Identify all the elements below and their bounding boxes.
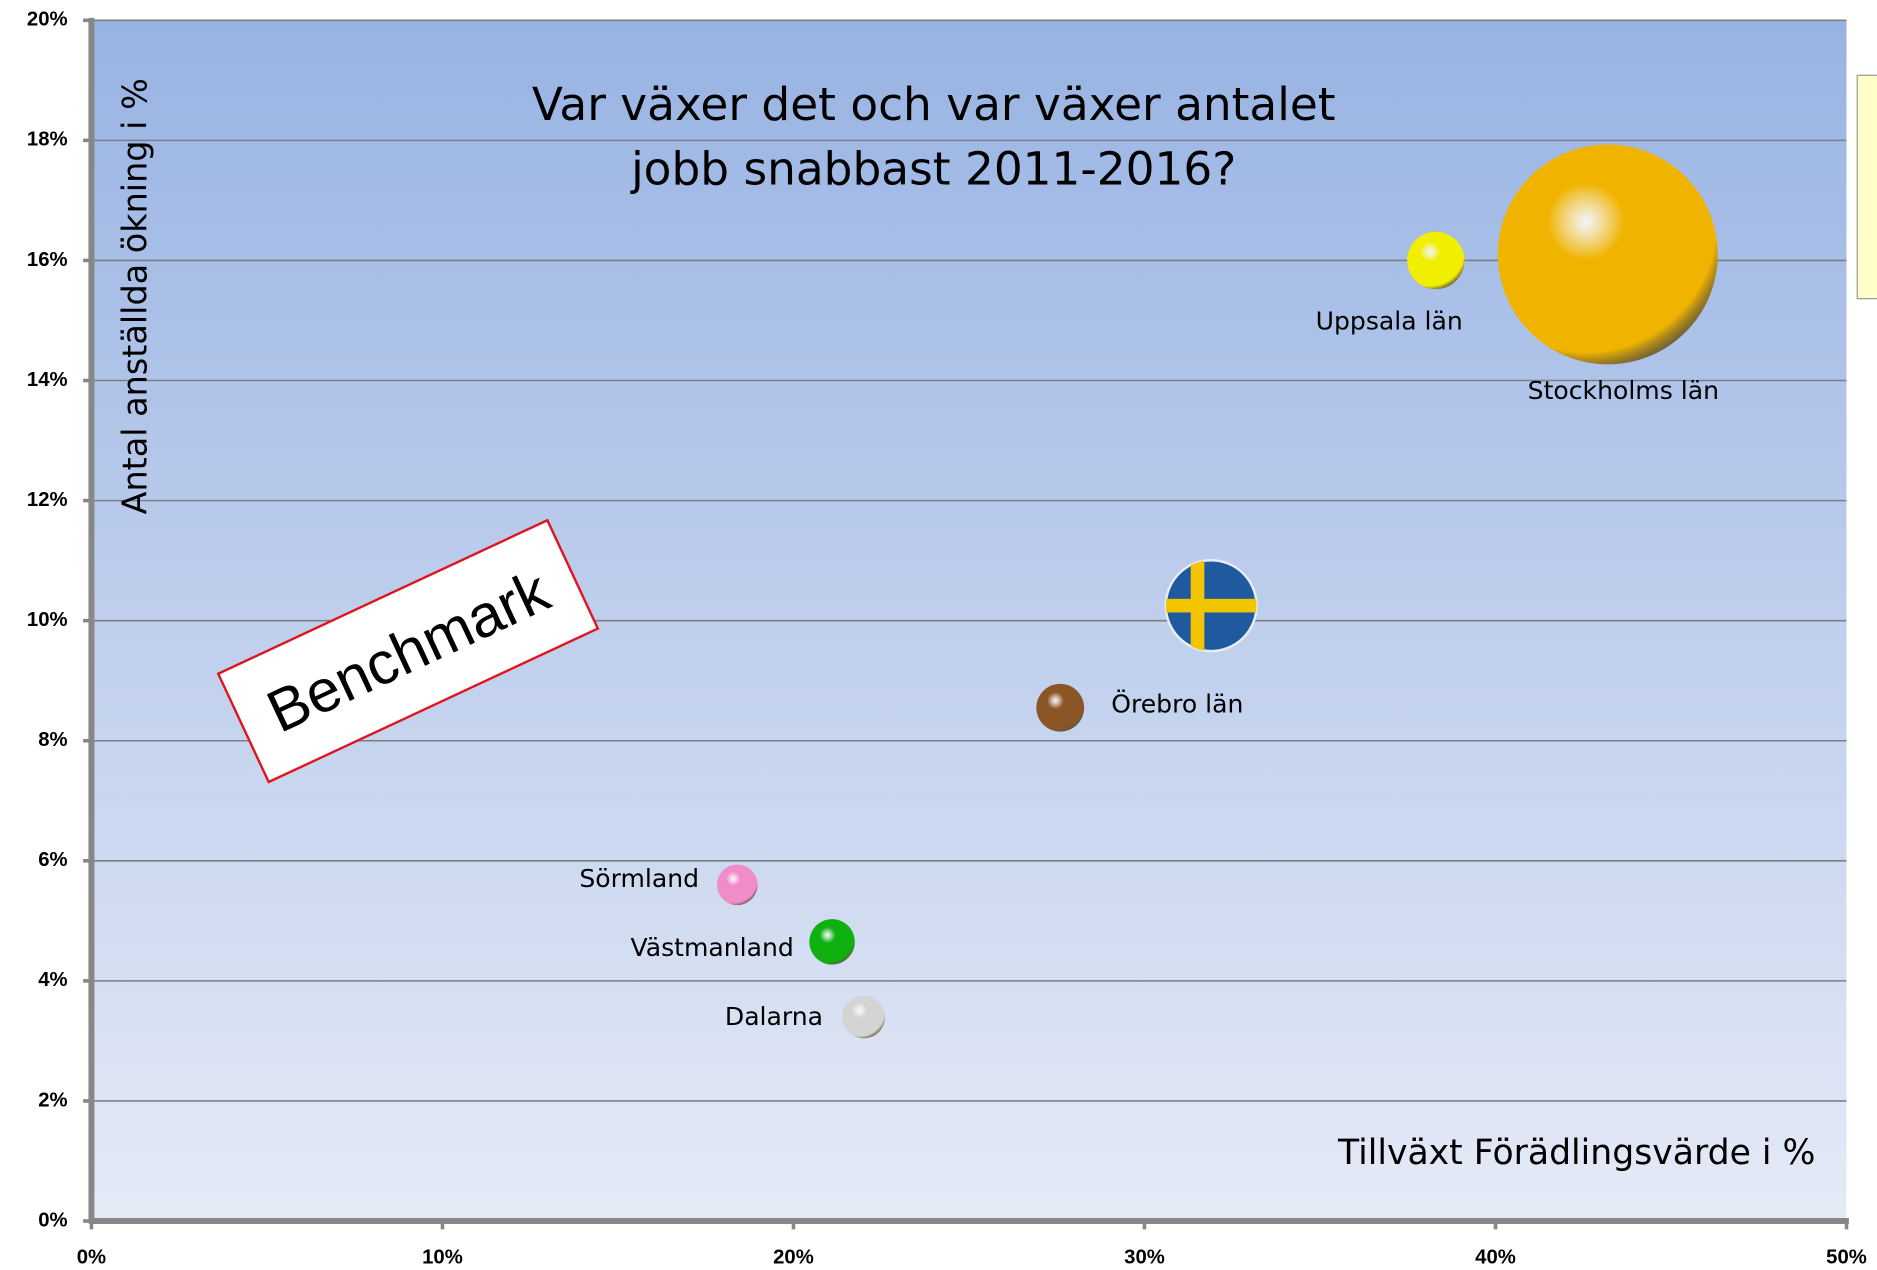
flag-cross — [1165, 560, 1257, 652]
bubble-label: Stockholms län — [1528, 376, 1719, 405]
y-axis-label: Antal anställda ökning i % — [115, 78, 154, 514]
bubble — [716, 864, 758, 906]
y-tick-label: 14% — [27, 369, 68, 391]
bubble — [1407, 231, 1465, 290]
bubble-label: Uppsala län — [1316, 307, 1463, 336]
x-tick-label: 50% — [1826, 1246, 1867, 1268]
y-tick-label: 16% — [27, 249, 68, 271]
bubble-label: Sörmland — [579, 864, 699, 893]
y-tick-label: 18% — [27, 129, 68, 151]
chart-title: Var växer det och var växer antalet — [532, 78, 1336, 131]
bubble — [1497, 144, 1718, 365]
bubble — [809, 919, 855, 965]
bubble-label: Örebro län — [1111, 689, 1243, 718]
x-axis-label: Tillväxt Förädlingsvärde i % — [1337, 1133, 1815, 1173]
benchmark-frame — [216, 518, 600, 784]
chart-title: jobb snabbast 2011-2016? — [630, 143, 1236, 196]
bubble — [842, 995, 886, 1039]
x-tick-label: 30% — [1124, 1246, 1165, 1268]
x-tick-label: 20% — [773, 1246, 814, 1268]
y-tick-label: 12% — [27, 489, 68, 511]
bubble-label: Västmanland — [631, 933, 794, 962]
bubble-label: Dalarna — [725, 1002, 823, 1031]
x-tick-label: 40% — [1475, 1246, 1516, 1268]
y-tick-label: 2% — [38, 1089, 67, 1111]
legend-box — [1856, 74, 1877, 300]
flag-cross-h — [1165, 598, 1257, 613]
y-tick-label: 6% — [38, 849, 67, 871]
y-tick-label: 4% — [38, 969, 67, 991]
y-tick-label: 0% — [38, 1209, 67, 1231]
y-tick-label: 8% — [38, 729, 67, 751]
x-tick-label: 10% — [422, 1246, 463, 1268]
grid — [91, 19, 1847, 1222]
bubbles: Stockholms län Uppsala län Örebro län Sörml… — [579, 144, 1719, 1039]
x-tick-label: 0% — [77, 1246, 106, 1268]
y-tick-label: 20% — [27, 9, 68, 31]
bubble — [1036, 683, 1085, 732]
y-tick-label: 10% — [27, 609, 68, 631]
